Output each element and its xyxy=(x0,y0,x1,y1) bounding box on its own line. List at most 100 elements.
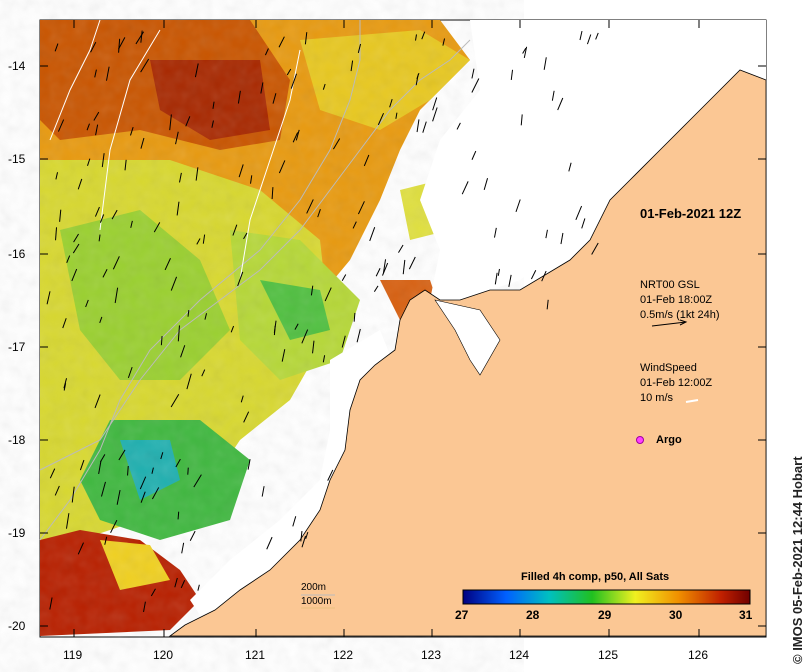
current-arrow xyxy=(415,34,417,41)
current-arrow xyxy=(292,516,297,527)
current-arrow xyxy=(153,222,161,233)
current-arrow xyxy=(211,120,214,128)
current-arrow xyxy=(65,513,70,529)
current-arrow xyxy=(377,112,385,126)
current-arrow xyxy=(180,345,186,358)
current-arrow xyxy=(541,270,547,282)
current-arrow xyxy=(177,511,180,520)
current-arrow xyxy=(127,465,129,476)
current-arrow xyxy=(170,276,178,291)
current-arrow xyxy=(278,36,285,48)
longitude-tick-label: 121 xyxy=(245,648,266,662)
current-arrow xyxy=(421,31,426,40)
nodata-areas xyxy=(190,20,766,615)
current-arrow xyxy=(250,175,253,184)
current-arrow xyxy=(72,243,80,254)
current-arrow xyxy=(140,491,146,503)
current-arrow xyxy=(130,220,133,228)
current-arrow xyxy=(471,78,480,93)
current-arrow xyxy=(99,214,105,223)
current-arrow xyxy=(110,519,118,533)
current-arrow xyxy=(196,238,201,245)
current-arrow xyxy=(324,287,332,302)
colorbar xyxy=(462,589,751,605)
current-arrow xyxy=(300,531,303,542)
wind-info-line3: 10 m/s xyxy=(640,392,674,404)
current-arrow xyxy=(273,320,277,334)
current-arrow xyxy=(49,468,56,479)
current-arrow xyxy=(175,458,181,468)
current-arrow xyxy=(292,132,299,143)
current-arrow xyxy=(73,233,79,243)
current-arrow xyxy=(189,530,196,541)
current-arrow xyxy=(54,485,60,496)
current-arrow xyxy=(98,460,102,475)
axis-ticks xyxy=(40,20,766,637)
legend-tick: 28 xyxy=(526,608,540,622)
current-arrow xyxy=(543,57,547,70)
current-arrow xyxy=(295,129,300,141)
current-arrow xyxy=(332,138,341,150)
current-arrow xyxy=(77,542,84,555)
current-arrow xyxy=(94,69,97,78)
current-arrow xyxy=(382,259,387,274)
current-arrow xyxy=(341,335,346,348)
wind-info-line1: WindSpeed xyxy=(640,362,697,374)
current-arrow xyxy=(77,178,83,190)
current-arrow xyxy=(169,114,172,131)
current-arrow xyxy=(350,60,354,72)
current-arrow xyxy=(416,119,420,133)
current-arrow xyxy=(317,208,321,218)
current-arrow xyxy=(586,34,592,45)
current-arrow xyxy=(545,229,548,239)
current-arrow xyxy=(272,93,277,104)
legend-current-arrowhead xyxy=(679,319,688,326)
scale-label-200: 200m xyxy=(301,582,327,593)
current-arrow xyxy=(124,159,127,171)
current-arrow xyxy=(261,486,265,497)
current-arrow xyxy=(112,256,120,270)
current-arrow xyxy=(240,395,244,403)
legend-tick: 27 xyxy=(455,608,469,622)
scale-label-1000: 1000m xyxy=(301,596,332,607)
current-arrow xyxy=(140,30,143,43)
current-arrow xyxy=(357,201,365,215)
current-arrow xyxy=(579,30,583,41)
current-arrow xyxy=(71,268,78,282)
longitude-tick-label: 120 xyxy=(153,648,174,662)
current-arrow xyxy=(281,349,286,362)
current-arrow xyxy=(87,158,91,166)
current-arrow xyxy=(201,369,206,377)
current-arrow xyxy=(79,459,85,471)
current-arrow xyxy=(195,167,199,181)
current-arrow xyxy=(494,272,498,285)
current-info-line2: 01-Feb 18:00Z xyxy=(640,294,713,306)
current-arrow xyxy=(130,126,134,136)
current-arrow xyxy=(271,187,274,200)
current-arrow xyxy=(194,63,199,78)
current-arrow xyxy=(164,258,171,271)
current-arrow xyxy=(230,325,235,333)
current-arrow xyxy=(471,68,475,79)
current-arrow xyxy=(135,31,145,45)
current-arrow xyxy=(290,73,298,89)
current-arrow xyxy=(382,262,389,276)
current-arrow xyxy=(85,299,89,308)
longitude-tick-label: 126 xyxy=(688,648,709,662)
current-arrow xyxy=(581,218,586,229)
map-timestamp: 01-Feb-2021 12Z xyxy=(640,206,742,221)
current-arrow xyxy=(62,318,67,329)
current-arrow xyxy=(118,449,126,461)
current-arrow xyxy=(180,580,186,589)
current-arrow xyxy=(197,584,200,591)
latitude-tick-label: -16 xyxy=(8,247,26,261)
current-arrow xyxy=(461,181,469,195)
latitude-tick-label: -15 xyxy=(8,152,26,166)
current-arrow xyxy=(100,481,106,497)
latitude-tick-label: -18 xyxy=(8,433,26,447)
latitude-tick-label: -14 xyxy=(8,59,26,73)
current-arrow xyxy=(55,172,59,180)
current-arrow xyxy=(139,476,147,490)
current-arrows xyxy=(46,30,599,613)
current-arrow xyxy=(373,285,379,292)
